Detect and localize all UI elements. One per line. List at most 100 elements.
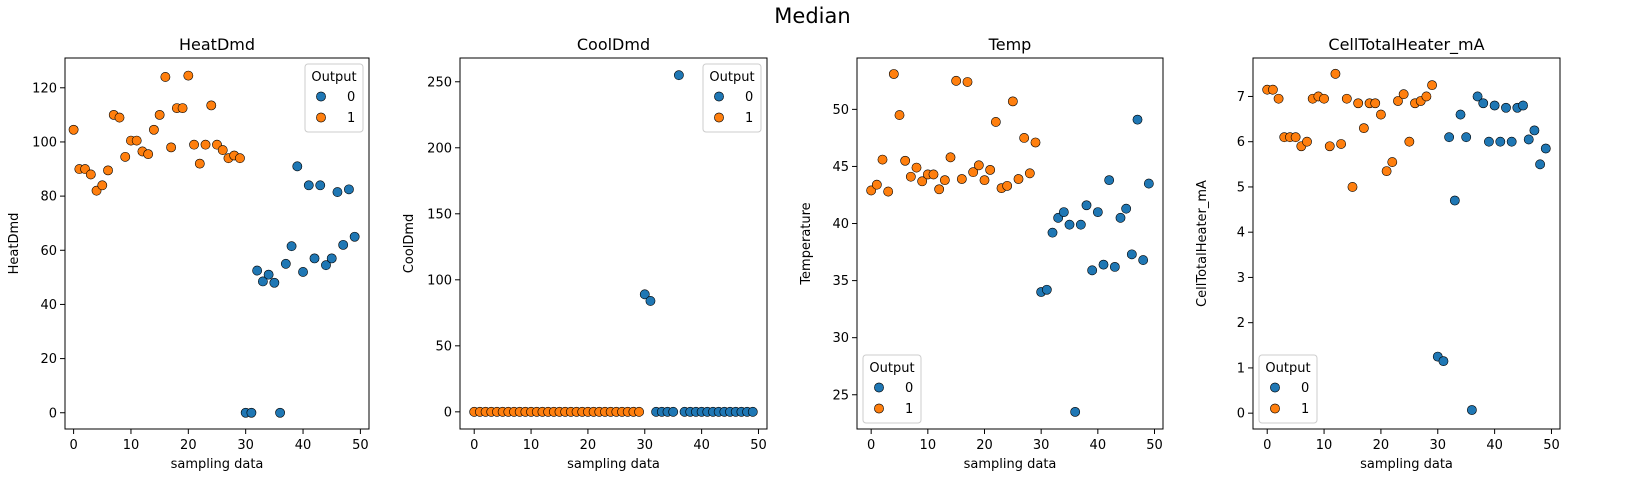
legend-label: 1 <box>905 402 913 417</box>
x-tick-label: 20 <box>1373 438 1390 453</box>
y-tick-label: 4 <box>1237 226 1245 241</box>
x-tick-label: 40 <box>1090 438 1107 453</box>
data-point-output-0 <box>1540 143 1551 154</box>
data-point-output-1 <box>149 124 159 135</box>
y-tick-label: 100 <box>32 135 57 150</box>
legend-label: 0 <box>745 90 753 105</box>
legend-label: 1 <box>745 111 753 126</box>
data-point-output-1 <box>1267 84 1278 95</box>
data-point-output-1 <box>68 124 79 135</box>
data-point-output-0 <box>639 289 650 300</box>
y-tick-label: 45 <box>832 160 849 175</box>
data-point-output-0 <box>309 253 320 264</box>
legend: Output 0 1 <box>862 354 922 424</box>
data-point-output-0 <box>326 253 337 264</box>
x-tick-label: 30 <box>636 438 653 453</box>
data-point-output-1 <box>956 174 967 184</box>
data-point-output-1 <box>1347 182 1358 192</box>
legend-marker <box>714 91 724 102</box>
data-point-output-1 <box>1427 80 1437 91</box>
data-point-output-1 <box>1404 136 1415 147</box>
y-tick-label: 0 <box>49 406 57 421</box>
data-point-output-0 <box>1478 98 1489 109</box>
y-tick-label: 150 <box>427 207 452 222</box>
data-point-output-0 <box>286 241 297 252</box>
data-point-output-0 <box>1449 195 1460 206</box>
data-point-output-1 <box>143 149 154 160</box>
data-point-output-0 <box>1466 405 1477 415</box>
y-tick-label: 40 <box>40 298 57 313</box>
data-point-output-1 <box>934 184 945 195</box>
y-axis-label: Temperature <box>799 202 814 285</box>
y-tick-label: 30 <box>832 331 849 346</box>
legend-marker <box>714 112 724 123</box>
data-point-output-1 <box>120 151 131 162</box>
data-point-output-0 <box>1495 136 1506 147</box>
data-point-output-1 <box>871 179 882 190</box>
y-tick-label: 7 <box>1237 90 1245 105</box>
x-tick-label: 40 <box>1486 438 1503 453</box>
y-tick-label: 40 <box>832 217 849 232</box>
data-point-output-0 <box>673 70 684 81</box>
legend-title: Output <box>709 70 754 85</box>
data-point-output-1 <box>189 139 199 150</box>
data-point-output-0 <box>1506 136 1517 147</box>
data-point-output-1 <box>200 139 211 150</box>
legend-label: 0 <box>347 90 355 105</box>
x-axis-label: sampling data <box>1360 457 1453 472</box>
data-point-output-0 <box>315 180 326 191</box>
y-axis-label: CoolDmd <box>402 214 417 274</box>
data-point-output-0 <box>257 276 268 287</box>
data-point-output-1 <box>985 164 996 175</box>
legend-marker <box>874 403 884 414</box>
subplot-title: Temp <box>988 35 1032 54</box>
legend-label: 0 <box>905 381 913 396</box>
data-point-output-0 <box>1064 219 1075 230</box>
legend-title: Output <box>311 70 356 85</box>
y-axis-label: HeatDmd <box>7 213 22 275</box>
data-point-output-1 <box>154 109 165 120</box>
y-tick-label: 50 <box>435 339 452 354</box>
x-tick-label: 30 <box>237 438 254 453</box>
legend-title: Output <box>1265 361 1310 376</box>
subplot-4: CellTotalHeater_mA0 10 20 30 40 5001234567sam… <box>1195 35 1561 472</box>
data-point-output-0 <box>1143 178 1154 189</box>
y-tick-label: 0 <box>1237 407 1245 422</box>
data-point-output-0 <box>292 161 303 172</box>
data-point-output-1 <box>166 142 177 153</box>
y-tick-label: 100 <box>427 273 452 288</box>
data-point-output-1 <box>1024 168 1035 179</box>
axes-frame <box>459 57 768 430</box>
data-point-output-0 <box>332 187 343 197</box>
data-point-output-1 <box>177 103 188 113</box>
data-point-output-1 <box>1353 98 1364 109</box>
x-tick-label: 10 <box>523 438 540 453</box>
data-point-output-1 <box>1013 174 1024 184</box>
y-tick-label: 50 <box>832 103 849 118</box>
data-point-output-0 <box>349 231 360 242</box>
data-point-output-1 <box>131 135 142 146</box>
data-point-output-1 <box>990 117 1001 127</box>
data-point-output-0 <box>269 277 280 288</box>
data-point-output-1 <box>1393 96 1403 106</box>
x-tick-label: 0 <box>69 438 77 453</box>
data-point-output-1 <box>1387 157 1398 167</box>
legend-label: 1 <box>347 111 355 126</box>
data-point-output-0 <box>1121 203 1132 214</box>
data-point-output-1 <box>1324 141 1335 152</box>
x-tick-label: 10 <box>123 438 140 453</box>
data-point-output-1 <box>97 180 108 191</box>
y-axis-label: CellTotalHeater_mA <box>1195 180 1210 307</box>
y-tick-label: 2 <box>1237 316 1245 331</box>
data-point-output-1 <box>894 110 905 120</box>
y-tick-label: 60 <box>40 244 57 259</box>
x-tick-label: 30 <box>1429 438 1446 453</box>
x-tick-label: 50 <box>1146 438 1163 453</box>
data-point-output-0 <box>1058 207 1069 218</box>
data-point-output-0 <box>1109 262 1120 272</box>
data-point-output-1 <box>1002 180 1013 191</box>
data-point-output-0 <box>1075 219 1086 230</box>
data-point-output-0 <box>1461 132 1472 143</box>
